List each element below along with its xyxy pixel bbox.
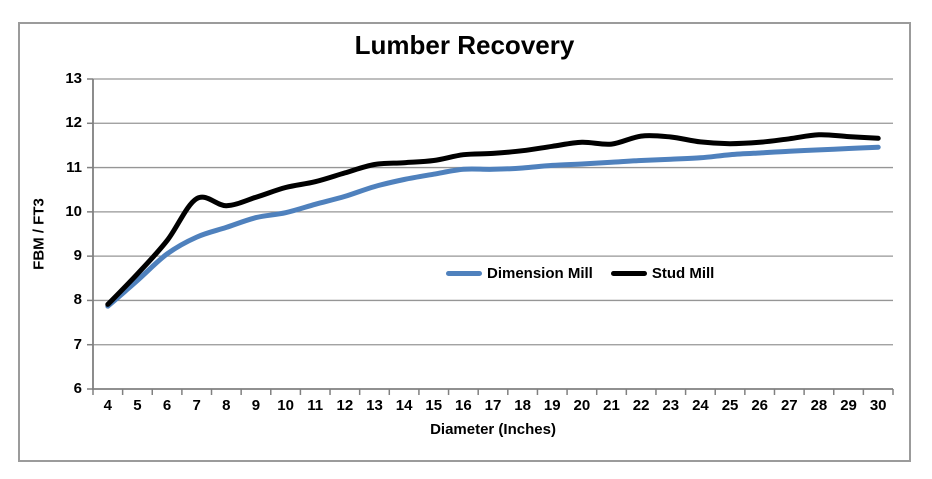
x-tick-label: 30 bbox=[869, 397, 887, 414]
y-tick-label: 8 bbox=[73, 291, 82, 309]
x-tick-label: 21 bbox=[603, 397, 620, 414]
x-tick-label: 9 bbox=[251, 397, 261, 414]
legend-label: Stud Mill bbox=[651, 264, 715, 282]
y-tick-label: 13 bbox=[65, 70, 82, 87]
x-tick-label: 15 bbox=[425, 397, 443, 414]
x-tick-label: 6 bbox=[162, 397, 172, 414]
legend-item-stud-mill: Stud Mill bbox=[610, 264, 715, 282]
y-tick-label: 9 bbox=[73, 247, 82, 265]
legend-line-swatch bbox=[610, 270, 647, 276]
legend: Dimension Mill Stud Mill bbox=[446, 263, 714, 283]
x-tick-label: 16 bbox=[455, 397, 472, 414]
series-line-stud-mill bbox=[105, 132, 881, 307]
x-tick-label: 7 bbox=[192, 397, 201, 414]
x-tick-label: 11 bbox=[307, 397, 324, 414]
x-tick-label: 17 bbox=[484, 397, 502, 414]
x-tick-label: 13 bbox=[366, 397, 383, 414]
chart-title: Lumber Recovery bbox=[354, 30, 575, 60]
x-tick-label: 8 bbox=[222, 397, 231, 414]
y-tick-label: 6 bbox=[73, 380, 82, 397]
x-tick-label: 23 bbox=[662, 397, 680, 414]
legend-line-swatch bbox=[446, 270, 482, 276]
series-line-dimension-mill bbox=[105, 144, 881, 309]
y-tick-label: 12 bbox=[65, 114, 82, 132]
x-tick-label: 10 bbox=[277, 397, 294, 414]
y-tick-label: 11 bbox=[66, 158, 82, 176]
y-tick-label: 10 bbox=[65, 202, 82, 220]
x-tick-label: 27 bbox=[780, 397, 798, 414]
x-tick-label: 5 bbox=[133, 397, 142, 414]
x-tick-label: 24 bbox=[692, 397, 709, 414]
x-tick-label: 20 bbox=[573, 397, 591, 414]
x-tick-label: 14 bbox=[395, 397, 413, 414]
legend-item-dimension-mill: Dimension Mill bbox=[446, 265, 593, 282]
x-tick-label: 18 bbox=[514, 397, 531, 414]
x-tick-label: 12 bbox=[336, 397, 354, 414]
x-tick-label: 4 bbox=[103, 397, 112, 414]
y-tick-label: 7 bbox=[73, 335, 82, 353]
x-tick-label: 26 bbox=[751, 397, 768, 414]
legend-label: Dimension Mill bbox=[487, 264, 593, 282]
x-tick-label: 25 bbox=[721, 397, 739, 414]
x-tick-label: 19 bbox=[543, 397, 561, 414]
x-tick-label: 29 bbox=[840, 397, 857, 414]
x-tick-label: 22 bbox=[632, 397, 650, 414]
x-axis-title: Diameter (Inches) bbox=[430, 421, 556, 438]
x-tick-label: 28 bbox=[810, 397, 828, 414]
